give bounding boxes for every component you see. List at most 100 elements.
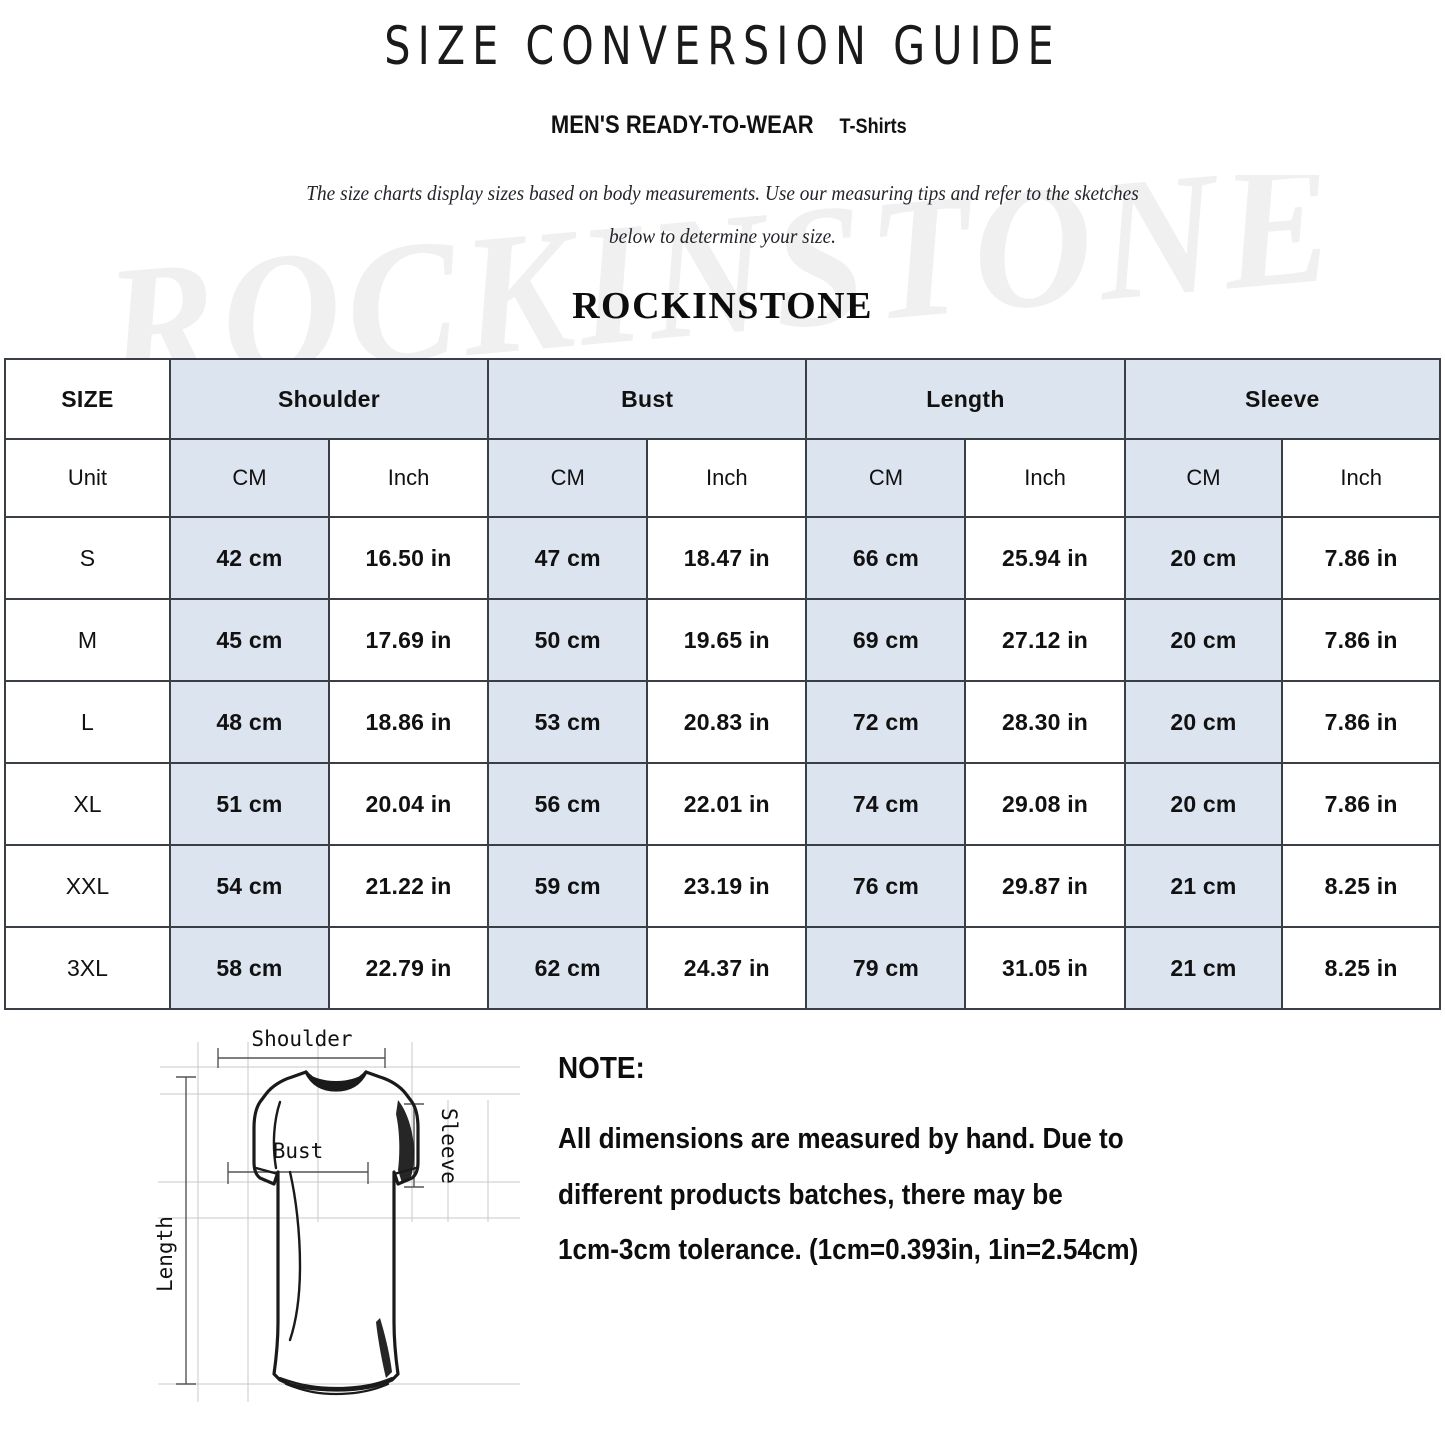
cell-sleeve-cm: 20 cm (1123, 516, 1284, 601)
cell-shoulder-inch: 20.04 in (327, 762, 490, 847)
description-line-2: below to determine your size. (609, 224, 836, 249)
cell-shoulder-inch: 16.50 in (327, 516, 490, 601)
cell-length-cm: 69 cm (805, 598, 967, 683)
table-row: L 48 cm 18.86 in 53 cm 20.83 in 72 cm 28… (4, 680, 1441, 765)
cell-bust-inch: 22.01 in (646, 762, 808, 847)
cell-length-inch: 31.05 in (964, 926, 1126, 1011)
cell-bust-cm: 62 cm (487, 926, 649, 1011)
cell-sleeve-cm: 21 cm (1123, 844, 1284, 929)
note-line-2: different products batches, there may be (558, 1178, 1063, 1211)
cell-shoulder-cm: 51 cm (168, 762, 330, 847)
note-section: NOTE: All dimensions are measured by han… (540, 1022, 1445, 1279)
header-group-bust: Bust (487, 358, 808, 441)
cell-bust-cm: 59 cm (487, 844, 649, 929)
note-line-3: 1cm-3cm tolerance. (1cm=0.393in, 1in=2.5… (558, 1234, 1139, 1267)
subtitle-row: MEN'S READY-TO-WEAR T-Shirts (0, 111, 1445, 140)
note-line-1: All dimensions are measured by hand. Due… (558, 1123, 1124, 1156)
header-unit: Unit (4, 438, 171, 519)
note-body: All dimensions are measured by hand. Due… (558, 1112, 1444, 1279)
table-body: S 42 cm 16.50 in 47 cm 18.47 in 66 cm 25… (4, 516, 1441, 1011)
header-sleeve-inch: Inch (1281, 438, 1441, 519)
cell-length-cm: 66 cm (805, 516, 967, 601)
cell-sleeve-inch: 7.86 in (1281, 598, 1441, 683)
row-size-label: S (4, 516, 171, 601)
subtitle-category: MEN'S READY-TO-WEAR (551, 111, 814, 139)
cell-length-cm: 79 cm (805, 926, 967, 1011)
header-group-length: Length (805, 358, 1126, 441)
row-size-label: 3XL (4, 926, 171, 1011)
subtitle-product: T-Shirts (839, 115, 907, 138)
cell-sleeve-cm: 20 cm (1123, 598, 1284, 683)
cell-length-inch: 27.12 in (964, 598, 1126, 683)
sketch-label-sleeve: Sleeve (437, 1108, 461, 1184)
cell-bust-cm: 56 cm (487, 762, 649, 847)
cell-shoulder-cm: 58 cm (168, 926, 330, 1011)
cell-sleeve-inch: 7.86 in (1281, 516, 1441, 601)
cell-shoulder-cm: 45 cm (168, 598, 330, 683)
cell-length-inch: 29.08 in (964, 762, 1126, 847)
header-length-cm: CM (805, 438, 967, 519)
cell-bust-inch: 19.65 in (646, 598, 808, 683)
page-header: SIZE CONVERSION GUIDE MEN'S READY-TO-WEA… (0, 0, 1445, 328)
tshirt-measurement-diagram: Shoulder Bust Length Sleeve (140, 1022, 540, 1414)
cell-bust-cm: 53 cm (487, 680, 649, 765)
cell-bust-inch: 23.19 in (646, 844, 808, 929)
size-table-container: SIZE Shoulder Bust Length Sleeve Unit CM… (0, 358, 1445, 1011)
cell-length-inch: 25.94 in (964, 516, 1126, 601)
cell-length-inch: 28.30 in (964, 680, 1126, 765)
row-size-label: XXL (4, 844, 171, 929)
table-row: XL 51 cm 20.04 in 56 cm 22.01 in 74 cm 2… (4, 762, 1441, 847)
cell-sleeve-cm: 20 cm (1123, 680, 1284, 765)
table-unit-header-row: Unit CM Inch CM Inch CM Inch CM Inch (4, 438, 1441, 519)
table-head: SIZE Shoulder Bust Length Sleeve Unit CM… (4, 358, 1442, 519)
bottom-section: Shoulder Bust Length Sleeve NOTE: All di… (0, 1022, 1445, 1414)
sketch-label-shoulder: Shoulder (251, 1027, 352, 1051)
cell-shoulder-cm: 54 cm (168, 844, 330, 929)
note-title: NOTE: (558, 1050, 645, 1086)
cell-sleeve-inch: 7.86 in (1281, 762, 1441, 847)
row-size-label: L (4, 680, 171, 765)
header-size: SIZE (4, 358, 171, 441)
description-line-1: The size charts display sizes based on b… (306, 181, 1139, 205)
table-row: S 42 cm 16.50 in 47 cm 18.47 in 66 cm 25… (4, 516, 1441, 601)
brand-name: ROCKINSTONE (572, 285, 873, 328)
cell-length-cm: 76 cm (805, 844, 967, 929)
table-row: M 45 cm 17.69 in 50 cm 19.65 in 69 cm 27… (4, 598, 1441, 683)
cell-shoulder-inch: 17.69 in (327, 598, 490, 683)
header-length-inch: Inch (964, 438, 1126, 519)
cell-bust-inch: 24.37 in (646, 926, 808, 1011)
header-shoulder-inch: Inch (327, 438, 490, 519)
table-row: XXL 54 cm 21.22 in 59 cm 23.19 in 76 cm … (4, 844, 1441, 929)
cell-sleeve-cm: 21 cm (1123, 926, 1284, 1011)
cell-length-cm: 72 cm (805, 680, 967, 765)
cell-shoulder-cm: 42 cm (168, 516, 330, 601)
header-sleeve-cm: CM (1123, 438, 1284, 519)
cell-shoulder-inch: 21.22 in (327, 844, 490, 929)
table-group-header-row: SIZE Shoulder Bust Length Sleeve (4, 358, 1442, 441)
size-conversion-table: SIZE Shoulder Bust Length Sleeve Unit CM… (4, 358, 1442, 1011)
table-row: 3XL 58 cm 22.79 in 62 cm 24.37 in 79 cm … (4, 926, 1441, 1011)
header-group-shoulder: Shoulder (168, 358, 490, 441)
cell-sleeve-inch: 8.25 in (1281, 844, 1441, 929)
header-bust-cm: CM (487, 438, 649, 519)
sketch-label-length: Length (153, 1216, 177, 1292)
cell-shoulder-inch: 22.79 in (327, 926, 490, 1011)
page-title: SIZE CONVERSION GUIDE (384, 16, 1061, 77)
description-text: The size charts display sizes based on b… (58, 172, 1387, 258)
cell-bust-inch: 18.47 in (646, 516, 808, 601)
cell-bust-inch: 20.83 in (646, 680, 808, 765)
cell-bust-cm: 47 cm (487, 516, 649, 601)
cell-sleeve-inch: 7.86 in (1281, 680, 1441, 765)
header-bust-inch: Inch (646, 438, 808, 519)
cell-sleeve-inch: 8.25 in (1281, 926, 1441, 1011)
cell-sleeve-cm: 20 cm (1123, 762, 1284, 847)
header-shoulder-cm: CM (168, 438, 330, 519)
header-group-sleeve: Sleeve (1123, 358, 1442, 441)
sketch-label-bust: Bust (273, 1139, 324, 1163)
cell-shoulder-inch: 18.86 in (327, 680, 490, 765)
cell-bust-cm: 50 cm (487, 598, 649, 683)
row-size-label: M (4, 598, 171, 683)
cell-length-inch: 29.87 in (964, 844, 1126, 929)
cell-shoulder-cm: 48 cm (168, 680, 330, 765)
row-size-label: XL (4, 762, 171, 847)
